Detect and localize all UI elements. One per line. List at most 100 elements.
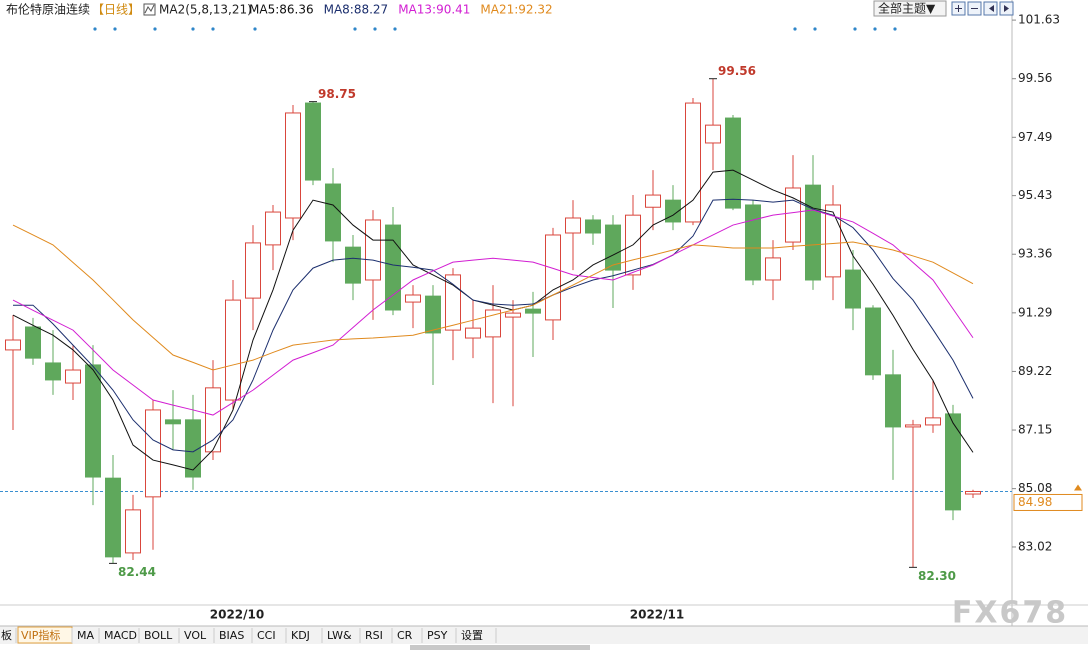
legend-entry: MA8:88.27 xyxy=(324,3,389,17)
tab[interactable]: KDJ xyxy=(291,629,310,642)
tab[interactable]: MACD xyxy=(104,629,137,642)
event-marker[interactable] xyxy=(153,27,157,31)
indicator-icon[interactable] xyxy=(143,3,156,16)
event-marker[interactable] xyxy=(253,27,257,31)
tab[interactable]: VIP指标 xyxy=(21,628,60,642)
candle-body xyxy=(445,274,461,331)
candle-body xyxy=(905,424,921,428)
event-marker[interactable] xyxy=(373,27,377,31)
theme-button-label[interactable]: 全部主题▼ xyxy=(878,1,936,16)
candle-body xyxy=(225,299,241,401)
y-tick-label: 91.29 xyxy=(1018,305,1052,319)
candle-body xyxy=(565,217,581,234)
tab[interactable]: 板 xyxy=(1,628,12,642)
ma-line xyxy=(12,224,974,371)
tabs: 板 VIP指标 MA MACD BOLL VOL BIAS CCI KDJ LW& RSI CR PSY… xyxy=(1,626,497,644)
candle-body xyxy=(365,219,381,281)
candle-body xyxy=(745,204,761,281)
candle-body xyxy=(765,257,781,281)
tab[interactable]: LW& xyxy=(327,629,352,642)
watermark: FX678 xyxy=(952,596,1068,631)
candle-body xyxy=(705,124,721,144)
candle-body xyxy=(845,269,861,309)
event-marker[interactable] xyxy=(191,27,195,31)
candle-body xyxy=(585,219,601,234)
candle-body xyxy=(405,294,421,303)
icon xyxy=(955,5,962,12)
indicator-label: MA2(5,8,13,21) xyxy=(159,3,252,17)
legend-entry: MA13:90.41 xyxy=(398,3,470,17)
tab[interactable]: BOLL xyxy=(144,629,173,642)
event-marker[interactable] xyxy=(813,27,817,31)
candle-body xyxy=(85,364,101,478)
tab[interactable]: VOL xyxy=(184,629,207,642)
candle-body xyxy=(965,490,981,495)
candle-body xyxy=(825,204,841,278)
y-tick-label: 83.02 xyxy=(1018,539,1052,553)
legend-entry: MA5:86.36 xyxy=(249,3,314,17)
event-marker[interactable] xyxy=(393,27,397,31)
candle-body xyxy=(205,387,221,453)
tab[interactable]: BIAS xyxy=(219,629,244,642)
candle-body xyxy=(125,509,141,554)
period-label[interactable]: 【日线】 xyxy=(92,3,140,17)
candle-body xyxy=(325,183,341,242)
icon xyxy=(989,5,994,12)
candle-body xyxy=(305,102,321,181)
event-marker[interactable] xyxy=(93,27,97,31)
tab[interactable]: CR xyxy=(397,629,413,642)
y-tick-label: 95.43 xyxy=(1018,188,1052,202)
event-marker[interactable] xyxy=(873,27,877,31)
y-tick-label: 93.36 xyxy=(1018,247,1052,261)
candle-body xyxy=(645,194,661,208)
y-tick-label: 85.08 xyxy=(1018,481,1052,495)
ma-line xyxy=(12,169,974,471)
x-tick-label: 2022/11 xyxy=(630,608,684,622)
extreme-label: 99.56 xyxy=(718,64,756,78)
candle-body xyxy=(865,307,881,376)
extreme-label: 82.30 xyxy=(918,569,956,583)
candle-body xyxy=(605,224,621,271)
candle-body xyxy=(465,327,481,339)
event-marker[interactable] xyxy=(853,27,857,31)
x-tick-label: 2022/10 xyxy=(210,608,264,622)
candle-body xyxy=(105,477,121,558)
candle-body xyxy=(545,234,561,321)
y-tick-label: 87.15 xyxy=(1018,423,1052,437)
event-marker[interactable] xyxy=(793,27,797,31)
candle-body xyxy=(25,326,41,359)
tab[interactable]: RSI xyxy=(365,629,383,642)
event-marker[interactable] xyxy=(353,27,357,31)
candle-body xyxy=(265,211,281,246)
event-marker[interactable] xyxy=(893,27,897,31)
tab[interactable]: CCI xyxy=(257,629,276,642)
candle-body xyxy=(425,295,441,334)
candle-body xyxy=(805,184,821,281)
instrument-title: 布伦特原油连续 xyxy=(6,2,90,17)
indicator-icon-line xyxy=(144,4,155,14)
tab-bar xyxy=(0,626,1088,644)
event-marker[interactable] xyxy=(211,27,215,31)
candle-body xyxy=(945,413,961,511)
last-price-box xyxy=(1013,493,1083,511)
y-tick-label: 99.56 xyxy=(1018,71,1052,85)
extreme-label: 82.44 xyxy=(118,565,156,579)
icon xyxy=(1004,5,1009,12)
last-price-arrow xyxy=(1074,484,1082,491)
candle-body xyxy=(885,374,901,428)
tab[interactable]: MA xyxy=(77,629,94,642)
candle-body xyxy=(505,312,521,318)
event-marker[interactable] xyxy=(113,27,117,31)
toolbar-icons xyxy=(951,1,1014,16)
theme-button[interactable] xyxy=(873,0,947,17)
candle-body xyxy=(285,112,301,219)
candle-body xyxy=(925,417,941,426)
candle-body xyxy=(165,419,181,425)
last-price-label: 84.98 xyxy=(1018,495,1052,509)
tab[interactable]: 设置 xyxy=(461,629,483,642)
candle-body xyxy=(385,224,401,311)
tab[interactable]: PSY xyxy=(427,629,448,642)
candle-body xyxy=(185,419,201,478)
scrollbar[interactable] xyxy=(410,645,590,650)
